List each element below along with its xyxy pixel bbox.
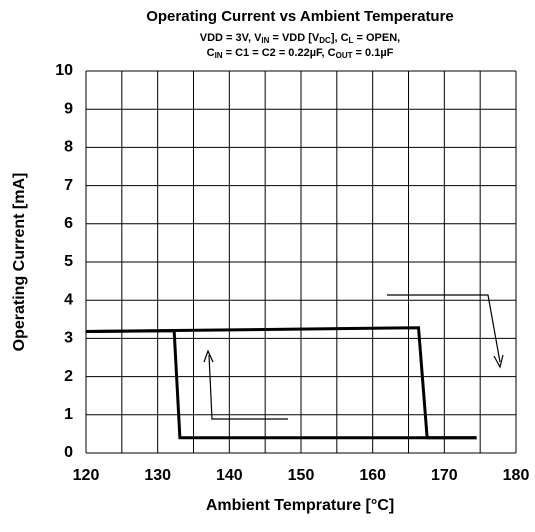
grid bbox=[85, 70, 517, 454]
subtitle-text: ], C bbox=[331, 32, 349, 44]
y-tick-label: 8 bbox=[64, 139, 73, 156]
subscript: L bbox=[349, 36, 354, 45]
chart-title: Operating Current vs Ambient Temperature bbox=[146, 8, 454, 25]
subscript: DC bbox=[319, 36, 331, 45]
x-tick-label: 150 bbox=[288, 467, 315, 484]
subtitle-text: = VDD [V bbox=[269, 32, 319, 44]
arrow-head bbox=[493, 354, 504, 369]
y-tick-label: 2 bbox=[64, 368, 73, 385]
y-tick-label: 4 bbox=[64, 291, 73, 308]
subtitle-text: = 0.1µF bbox=[353, 47, 394, 59]
subscript: OUT bbox=[336, 51, 353, 60]
x-axis-title: Ambient Temprature [°C] bbox=[206, 497, 394, 514]
x-tick-label: 180 bbox=[503, 467, 530, 484]
arrow-down bbox=[387, 294, 501, 363]
y-axis-title: Operating Current [mA] bbox=[11, 173, 28, 352]
y-tick-label: 0 bbox=[64, 444, 73, 461]
annotation-arrows bbox=[203, 294, 504, 420]
y-tick-label: 5 bbox=[64, 253, 73, 270]
subtitle-text: VDD = 3V, V bbox=[200, 32, 262, 44]
subtitle-text: = C1 = C2 = 0.22µF, C bbox=[223, 47, 336, 59]
y-tick-label: 6 bbox=[64, 215, 73, 232]
subscript: IN bbox=[215, 51, 223, 60]
data-line bbox=[85, 326, 477, 440]
y-tick-label: 1 bbox=[64, 406, 73, 423]
x-tick-label: 160 bbox=[359, 467, 386, 484]
subtitle-text: C bbox=[207, 47, 215, 59]
y-tick-label: 9 bbox=[64, 100, 73, 117]
x-tick-label: 140 bbox=[216, 467, 243, 484]
x-tick-label: 170 bbox=[431, 467, 458, 484]
y-tick-label: 10 bbox=[55, 62, 73, 79]
subtitle-text: = OPEN, bbox=[353, 32, 400, 44]
arrow-up bbox=[208, 354, 288, 420]
arrow-head bbox=[203, 349, 214, 363]
y-tick-label: 7 bbox=[64, 177, 73, 194]
x-tick-label: 130 bbox=[144, 467, 171, 484]
y-tick-label: 3 bbox=[64, 330, 73, 347]
x-tick-label: 120 bbox=[73, 467, 100, 484]
chart-subtitle: CIN = C1 = C2 = 0.22µF, COUT = 0.1µF bbox=[207, 47, 394, 60]
subscript: IN bbox=[261, 36, 269, 45]
plot bbox=[85, 326, 477, 440]
chart-subtitle: VDD = 3V, VIN = VDD [VDC], CL = OPEN, bbox=[200, 32, 400, 45]
data-line bbox=[85, 329, 477, 440]
